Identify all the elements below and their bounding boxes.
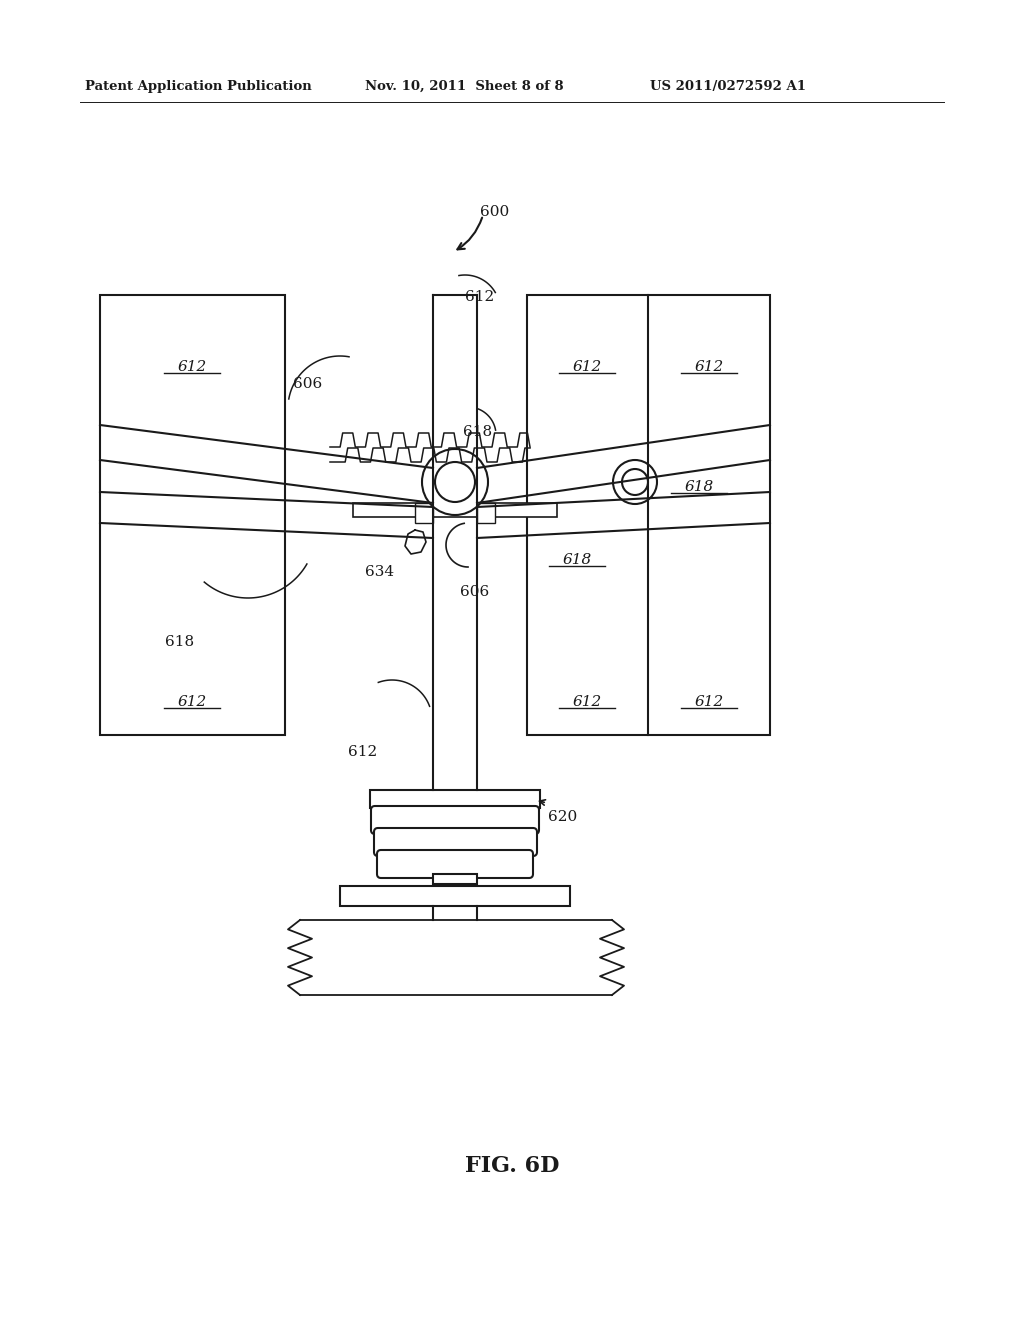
Bar bbox=[527, 294, 770, 735]
Circle shape bbox=[435, 462, 475, 502]
Text: 618: 618 bbox=[562, 553, 592, 568]
Text: FIG. 6D: FIG. 6D bbox=[465, 1155, 559, 1177]
FancyBboxPatch shape bbox=[377, 850, 534, 878]
Text: 612: 612 bbox=[572, 360, 602, 374]
Text: 612: 612 bbox=[177, 696, 207, 709]
Text: 606: 606 bbox=[293, 378, 323, 391]
Text: 612: 612 bbox=[465, 290, 495, 304]
Bar bbox=[340, 886, 570, 906]
Text: 620: 620 bbox=[548, 810, 578, 824]
Circle shape bbox=[422, 449, 488, 515]
FancyBboxPatch shape bbox=[371, 807, 539, 834]
Text: 618: 618 bbox=[463, 425, 493, 440]
Text: 612: 612 bbox=[572, 696, 602, 709]
Bar bbox=[477, 503, 495, 523]
Circle shape bbox=[613, 459, 657, 504]
Text: 606: 606 bbox=[460, 585, 489, 599]
Text: 600: 600 bbox=[480, 205, 509, 219]
Bar bbox=[353, 503, 557, 517]
Text: 618: 618 bbox=[165, 635, 195, 649]
Text: 612: 612 bbox=[694, 696, 724, 709]
Text: US 2011/0272592 A1: US 2011/0272592 A1 bbox=[650, 81, 806, 92]
Text: Patent Application Publication: Patent Application Publication bbox=[85, 81, 311, 92]
Text: 612: 612 bbox=[348, 744, 377, 759]
Bar bbox=[415, 503, 433, 523]
Bar bbox=[433, 874, 477, 884]
Text: 634: 634 bbox=[365, 565, 394, 579]
Bar bbox=[100, 294, 285, 735]
Text: 618: 618 bbox=[684, 480, 714, 494]
Circle shape bbox=[622, 469, 648, 495]
Bar bbox=[370, 789, 540, 808]
Text: 612: 612 bbox=[177, 360, 207, 374]
FancyBboxPatch shape bbox=[374, 828, 537, 855]
Text: Nov. 10, 2011  Sheet 8 of 8: Nov. 10, 2011 Sheet 8 of 8 bbox=[365, 81, 563, 92]
Text: 612: 612 bbox=[694, 360, 724, 374]
